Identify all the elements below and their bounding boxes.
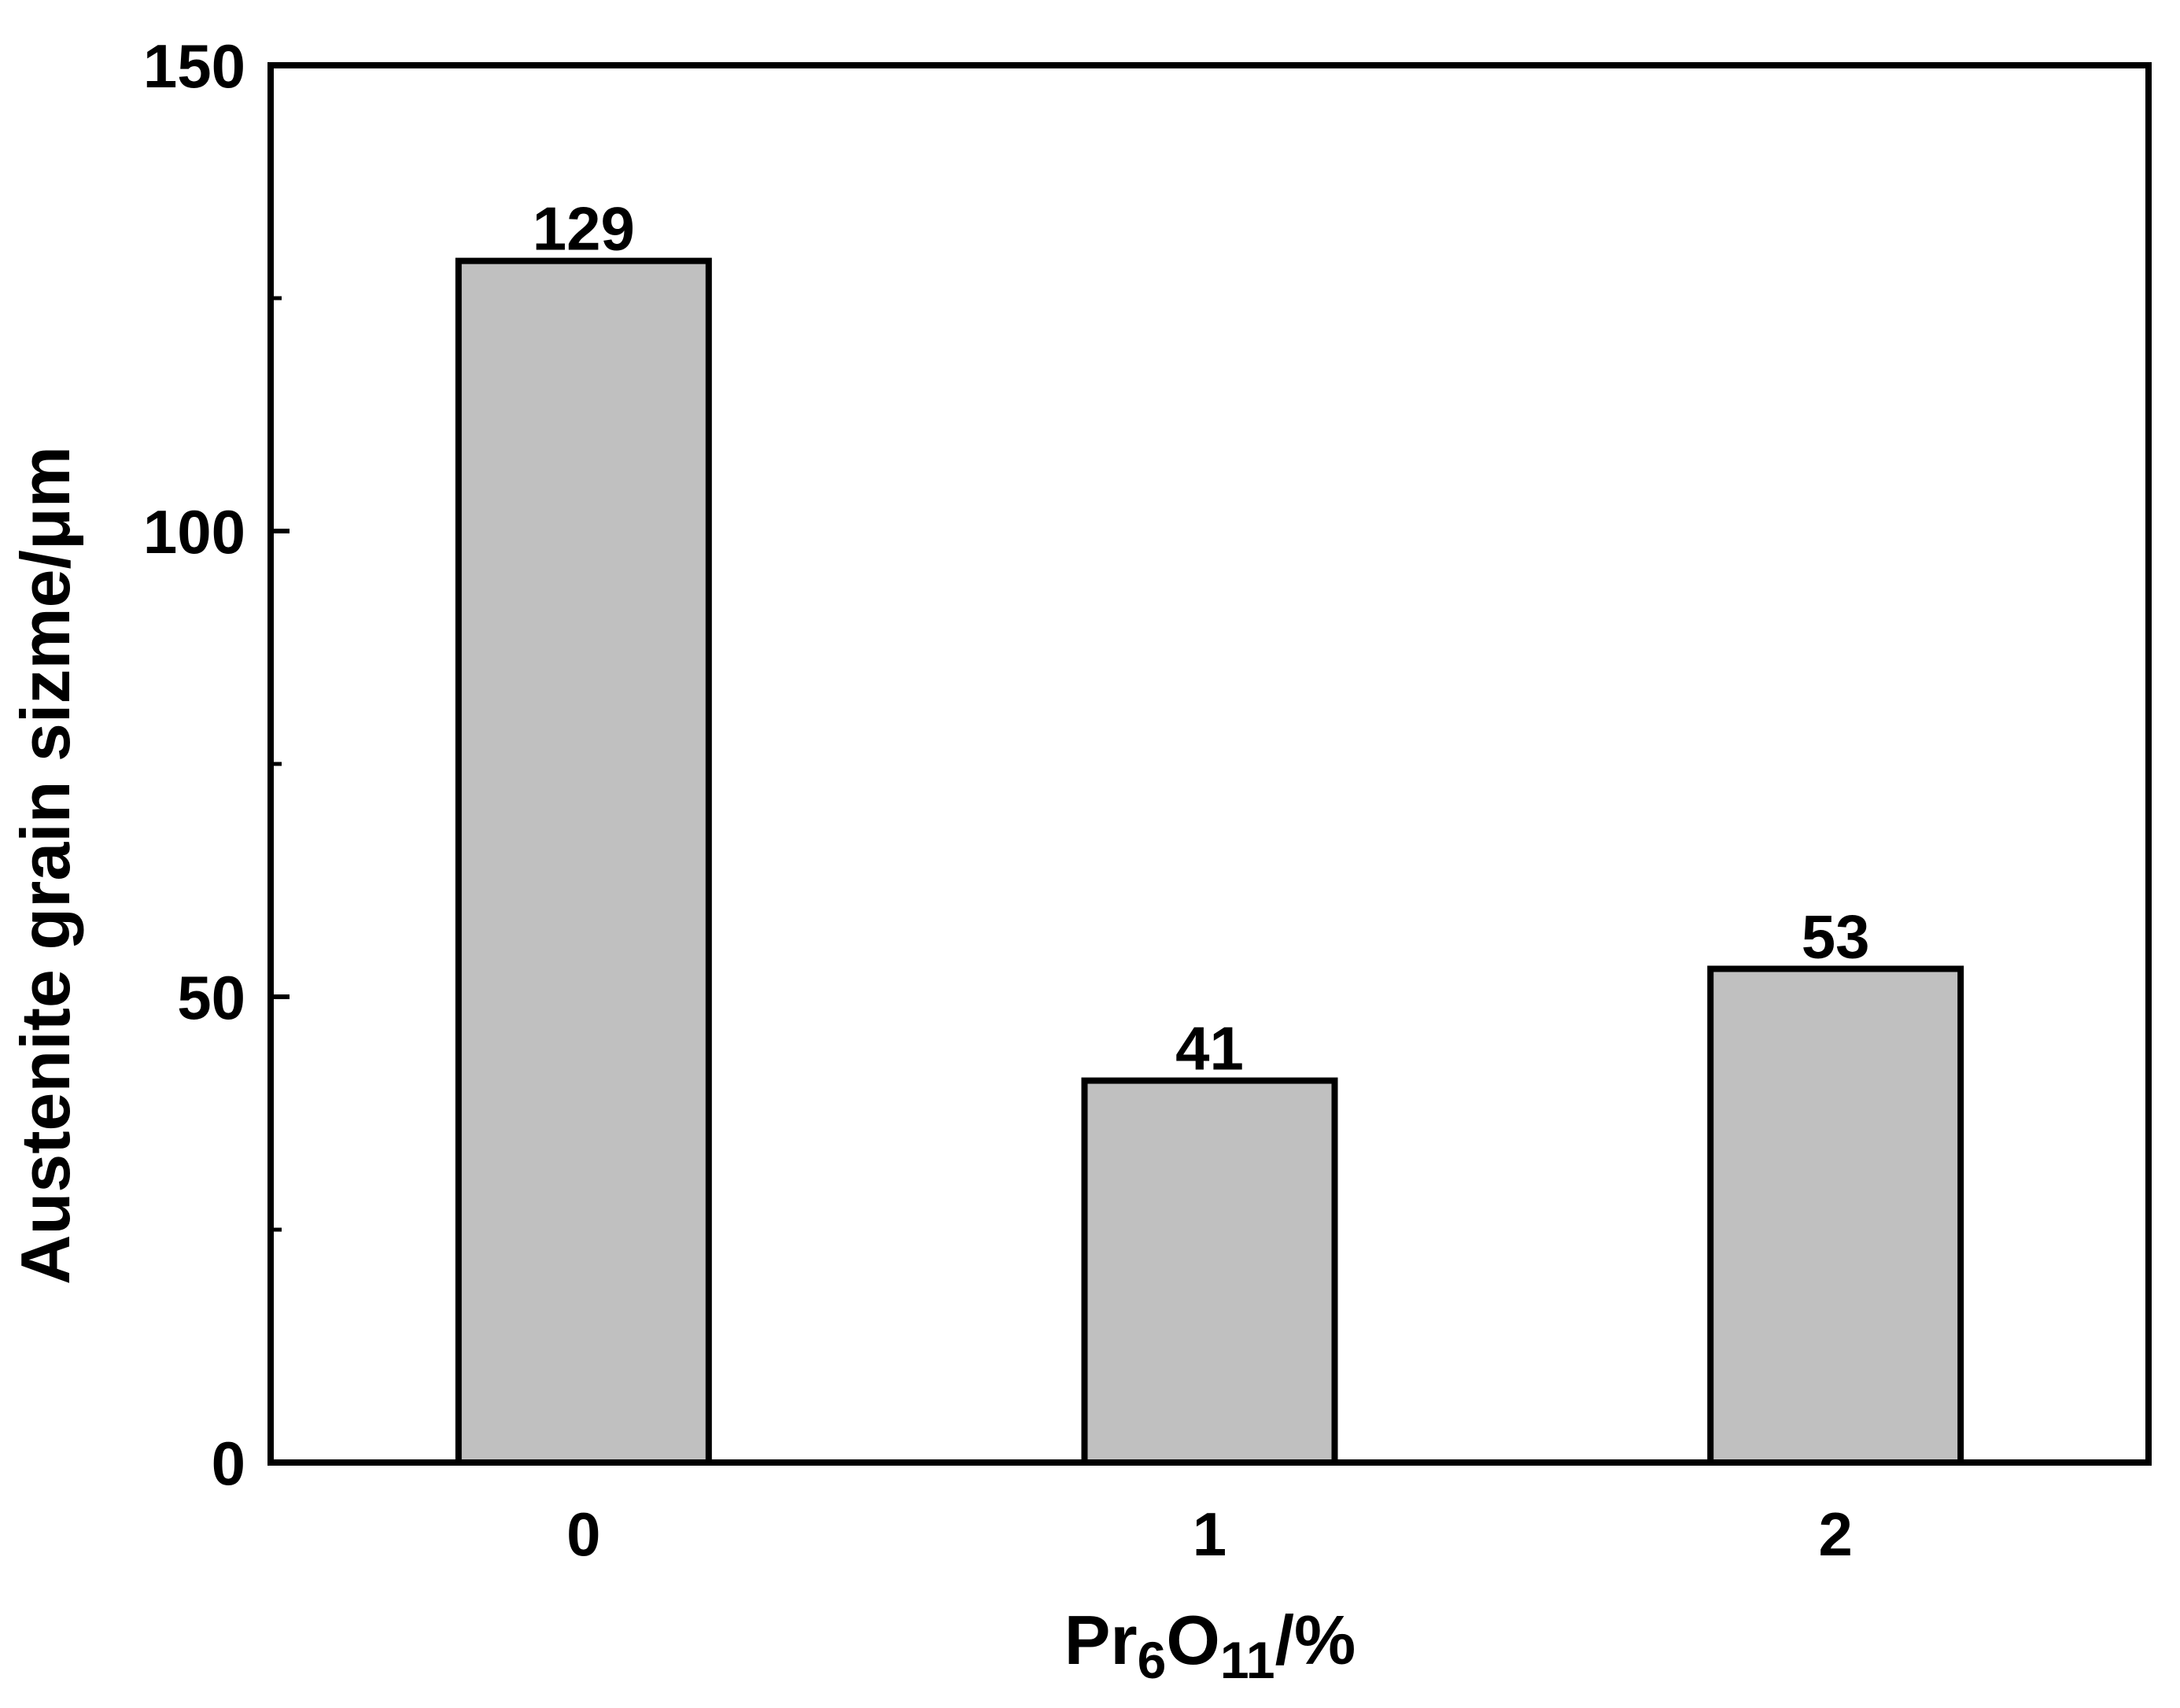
x-axis-ticks: 0 1 2 bbox=[566, 1500, 1853, 1569]
y-tick-label-100: 100 bbox=[143, 497, 245, 566]
y-axis-label: Austenite grain sizme/μm bbox=[6, 446, 84, 1285]
bar-1 bbox=[1081, 1077, 1338, 1466]
bar-0 bbox=[455, 257, 712, 1466]
bar-data-label-1: 41 bbox=[1175, 1014, 1244, 1083]
bars-layer bbox=[455, 257, 1964, 1466]
y-tick-label-150: 150 bbox=[143, 31, 245, 101]
x-tick-label-2: 2 bbox=[1818, 1500, 1852, 1569]
x-tick-label-0: 0 bbox=[566, 1500, 600, 1569]
x-label-base: Pr bbox=[1064, 1601, 1138, 1679]
x-label-tail: /% bbox=[1275, 1601, 1356, 1679]
x-label-sub1: 6 bbox=[1138, 1631, 1167, 1689]
bar-data-label-2: 53 bbox=[1802, 902, 1870, 971]
x-label-mid: O bbox=[1166, 1601, 1219, 1679]
bar-data-labels: 129 41 53 bbox=[533, 194, 1870, 1083]
x-label-sub2: 11 bbox=[1220, 1631, 1275, 1689]
x-tick-label-1: 1 bbox=[1193, 1500, 1226, 1569]
bar-2 bbox=[1707, 965, 1964, 1466]
bar-data-label-0: 129 bbox=[533, 194, 635, 264]
y-axis-ticks: 0 50 100 150 bbox=[143, 31, 290, 1498]
y-tick-label-0: 0 bbox=[212, 1429, 245, 1498]
y-tick-label-50: 50 bbox=[177, 963, 245, 1032]
x-axis-label: Pr6O11/% bbox=[1064, 1601, 1356, 1689]
